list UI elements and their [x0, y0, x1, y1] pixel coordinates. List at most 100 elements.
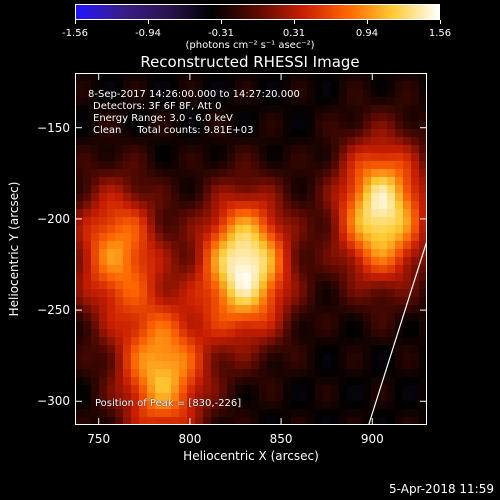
heatmap-cell	[219, 201, 228, 210]
heatmap-cell	[403, 329, 412, 338]
heatmap-cell	[227, 249, 236, 258]
heatmap-cell	[363, 273, 372, 282]
heatmap-cell	[227, 281, 236, 290]
heatmap-cell	[211, 361, 220, 370]
heatmap-cell	[203, 233, 212, 242]
heatmap-cell	[75, 105, 84, 114]
heatmap-cell	[299, 369, 308, 378]
heatmap-cell	[83, 345, 92, 354]
heatmap-cell	[75, 161, 84, 170]
heatmap-cell	[323, 313, 332, 322]
heatmap-cell	[411, 105, 420, 114]
heatmap-cell	[371, 361, 380, 370]
heatmap-cell	[411, 305, 420, 314]
heatmap-cell	[363, 145, 372, 154]
heatmap-cell	[195, 137, 204, 146]
heatmap-cell	[283, 329, 292, 338]
heatmap-cell	[275, 377, 284, 386]
heatmap-cell	[291, 417, 300, 425]
heatmap-cell	[411, 329, 420, 338]
heatmap-cell	[291, 105, 300, 114]
heatmap-cell	[419, 329, 427, 338]
heatmap-cell	[131, 241, 140, 250]
heatmap-cell	[307, 265, 316, 274]
heatmap-cell	[147, 113, 156, 122]
heatmap-cell	[123, 225, 132, 234]
heatmap-cell	[419, 217, 427, 226]
heatmap-cell	[91, 297, 100, 306]
heatmap-cell	[155, 201, 164, 210]
heatmap-cell	[91, 121, 100, 130]
heatmap-cell	[363, 345, 372, 354]
heatmap-cell	[347, 73, 356, 82]
heatmap-cell	[299, 169, 308, 178]
heatmap-cell	[347, 401, 356, 410]
heatmap-cell	[139, 201, 148, 210]
heatmap-cell	[179, 297, 188, 306]
heatmap-cell	[195, 401, 204, 410]
heatmap-cell	[107, 401, 116, 410]
heatmap-cell	[267, 353, 276, 362]
heatmap-cell	[219, 329, 228, 338]
heatmap-cell	[91, 313, 100, 322]
heatmap-cell	[147, 201, 156, 210]
heatmap-cell	[187, 233, 196, 242]
heatmap-cell	[315, 153, 324, 162]
heatmap-cell	[251, 137, 260, 146]
heatmap-cell	[83, 377, 92, 386]
heatmap-cell	[235, 305, 244, 314]
heatmap-cell	[291, 209, 300, 218]
heatmap-cell	[115, 105, 124, 114]
x-tick-label: 900	[360, 432, 384, 446]
heatmap-cell	[379, 81, 388, 90]
heatmap-cell	[211, 369, 220, 378]
heatmap-cell	[107, 153, 116, 162]
heatmap-cell	[187, 137, 196, 146]
heatmap-cell	[331, 361, 340, 370]
heatmap-cell	[243, 201, 252, 210]
heatmap-cell	[187, 353, 196, 362]
heatmap-cell	[171, 345, 180, 354]
heatmap-cell	[203, 257, 212, 266]
heatmap-cell	[115, 73, 124, 82]
heatmap-cell	[283, 337, 292, 346]
heatmap-cell	[395, 217, 404, 226]
heatmap-cell	[299, 249, 308, 258]
heatmap-cell	[267, 81, 276, 90]
heatmap-cell	[243, 345, 252, 354]
heatmap-cell	[371, 129, 380, 138]
heatmap-cell	[379, 145, 388, 154]
heatmap-cell	[163, 145, 172, 154]
heatmap-cell	[235, 233, 244, 242]
heatmap-cell	[99, 185, 108, 194]
heatmap-cell	[219, 97, 228, 106]
heatmap-cell	[203, 337, 212, 346]
heatmap-cell	[187, 193, 196, 202]
heatmap-cell	[275, 153, 284, 162]
heatmap-cell	[395, 289, 404, 298]
heatmap-cell	[283, 369, 292, 378]
heatmap-cell	[155, 329, 164, 338]
heatmap-cell	[107, 345, 116, 354]
heatmap-cell	[379, 409, 388, 418]
heatmap-cell	[363, 209, 372, 218]
heatmap-cell	[107, 177, 116, 186]
heatmap-cell	[115, 401, 124, 410]
heatmap-cell	[123, 377, 132, 386]
heatmap-cell	[83, 129, 92, 138]
heatmap-cell	[75, 377, 84, 386]
heatmap-cell	[203, 273, 212, 282]
heatmap-cell	[371, 353, 380, 362]
heatmap-cell	[123, 153, 132, 162]
heatmap-cell	[259, 297, 268, 306]
heatmap-cell	[395, 105, 404, 114]
heatmap-cell	[339, 297, 348, 306]
heatmap-cell	[323, 297, 332, 306]
heatmap-cell	[155, 305, 164, 314]
heatmap-cell	[203, 393, 212, 402]
heatmap-cell	[139, 217, 148, 226]
heatmap-cell	[139, 97, 148, 106]
heatmap-cell	[235, 265, 244, 274]
heatmap-cell	[363, 393, 372, 402]
heatmap-cell	[251, 201, 260, 210]
